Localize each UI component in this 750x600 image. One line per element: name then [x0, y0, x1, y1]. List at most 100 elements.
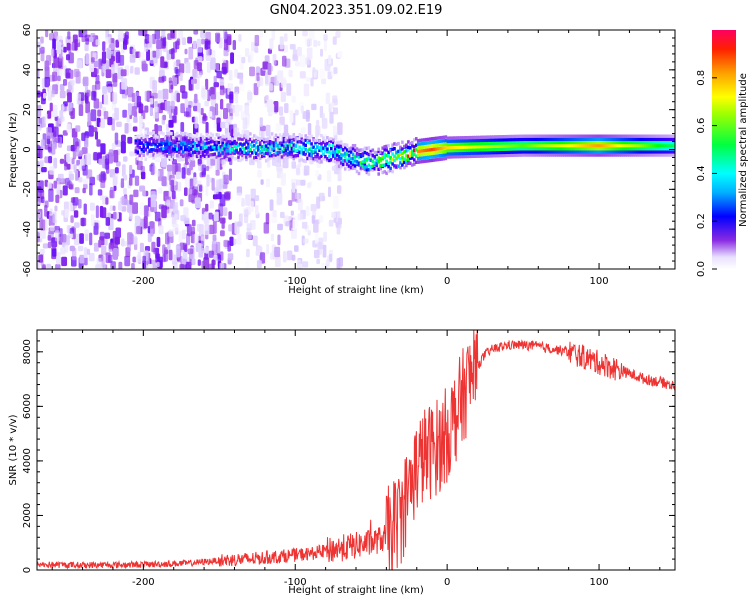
spectrogram-cell — [255, 155, 258, 159]
spectrogram-cell — [276, 162, 281, 172]
spectrogram-cell — [120, 141, 126, 154]
spectrogram-cell — [225, 122, 229, 129]
spectrogram-cell — [56, 252, 61, 265]
spectrogram-cell — [383, 170, 386, 174]
spectrogram-cell — [523, 150, 527, 154]
spectrogram-cell — [136, 226, 141, 234]
spectrogram-cell — [37, 197, 41, 206]
spectrogram-cell — [391, 143, 394, 147]
spectrogram-cell — [638, 143, 641, 148]
spectrogram-cell — [673, 137, 675, 141]
spectrogram-cell — [180, 122, 185, 133]
spectrogram-cell — [416, 153, 420, 157]
spectrogram-cell — [434, 151, 438, 155]
spectrogram-cell — [464, 145, 467, 149]
spectrogram-cell — [144, 90, 150, 102]
spectrogram-cell — [371, 168, 375, 172]
spectrogram-cell — [397, 149, 400, 154]
spectrogram-cell — [258, 136, 262, 141]
spectrogram-cell — [237, 155, 240, 159]
spectrogram-cell — [241, 157, 244, 161]
spectrogram-cell — [229, 141, 232, 145]
spectrogram-cell — [152, 138, 155, 143]
spectrogram-cell — [266, 148, 270, 153]
spectrogram-cell — [219, 79, 225, 86]
spectrogram-cell — [563, 140, 566, 145]
spectrogram-cell — [337, 185, 342, 194]
snr-y-label: SNR (10 * v/v) — [8, 414, 19, 485]
spectrogram-cell — [345, 162, 349, 166]
spectrogram-cell — [367, 152, 371, 157]
spectrogram-cell — [148, 142, 151, 146]
spectrogram-cell — [351, 160, 355, 164]
spectrogram-cell — [448, 142, 452, 147]
spectrogram-cell — [89, 202, 95, 211]
spectrogram-cell — [217, 135, 221, 140]
spectrogram-cell — [559, 140, 562, 145]
spectrogram-cell — [436, 143, 440, 147]
spectrogram-cell — [618, 143, 621, 148]
spectrogram-cell — [223, 207, 228, 216]
spectrogram-cell — [488, 154, 491, 158]
spectrogram-cell — [598, 153, 602, 157]
spectrogram-cell — [321, 195, 326, 201]
spectrogram-cell — [209, 200, 214, 209]
spectrogram-cell — [116, 161, 121, 167]
spectrogram-cell — [189, 153, 193, 158]
spectrogram-cell — [290, 135, 294, 139]
spectrogram-cell — [269, 199, 274, 211]
spectrogram-cell — [432, 151, 436, 155]
spectrogram-cell — [440, 150, 444, 154]
spectrogram-cell — [618, 147, 621, 151]
spectrogram-cell — [66, 152, 70, 163]
spectrogram-cell — [470, 142, 473, 146]
spectrogram-cell — [306, 156, 309, 161]
spectrogram-cell — [274, 151, 278, 155]
spectrogram-cell — [547, 143, 550, 148]
spectrogram-cell — [543, 150, 546, 154]
spectrogram-cell — [44, 156, 49, 164]
spectrogram-cell — [448, 155, 452, 159]
spectrogram-cell — [176, 156, 179, 160]
spectrogram-cell — [233, 144, 236, 149]
spectrogram-cell — [413, 145, 416, 149]
spectrogram-cell — [260, 136, 264, 140]
spectrogram-cell — [547, 137, 550, 141]
spectrogram-cell — [255, 140, 258, 145]
spectrogram-cell — [294, 245, 299, 252]
spectrogram-cell — [168, 249, 173, 261]
spectrogram-cell — [594, 150, 598, 154]
spectrogram-cell — [101, 245, 107, 256]
spectrogram-cell — [277, 70, 284, 82]
spectrogram-cell — [541, 153, 544, 157]
spectrogram-cell — [569, 134, 572, 138]
spectrogram-cell — [620, 140, 623, 145]
spectrogram-cell — [513, 150, 517, 154]
spectrogram-cell — [282, 139, 286, 144]
spectrogram-cell — [146, 142, 149, 146]
spectrogram-cell — [397, 153, 400, 157]
spectrogram-cell — [527, 137, 531, 141]
spectrogram-cell — [95, 80, 101, 90]
spectrogram-cell — [543, 147, 546, 151]
spectrogram-cell — [371, 164, 375, 168]
spectrogram-cell — [661, 153, 665, 157]
spectrogram-cell — [66, 54, 70, 61]
spectrogram-cell — [468, 154, 471, 159]
spectrogram-cell — [334, 142, 337, 146]
spectrogram-cell — [503, 147, 507, 151]
spectrogram-cell — [531, 140, 535, 145]
spectrogram-cell — [310, 153, 313, 157]
spectrogram-cell — [219, 137, 223, 141]
spectrogram-cell — [606, 153, 610, 157]
spectrogram-cell — [480, 141, 483, 146]
spectrogram-cell — [484, 138, 487, 142]
spectrogram-cell — [253, 156, 256, 160]
spectrogram-cell — [268, 140, 272, 144]
spectrogram-cell — [286, 133, 290, 137]
spectrogram-cell — [428, 144, 432, 148]
spectrogram-cell — [330, 158, 333, 162]
spectrogram-cell — [271, 30, 276, 41]
spectrogram-cell — [274, 144, 278, 148]
spectrogram-cell — [211, 259, 215, 269]
